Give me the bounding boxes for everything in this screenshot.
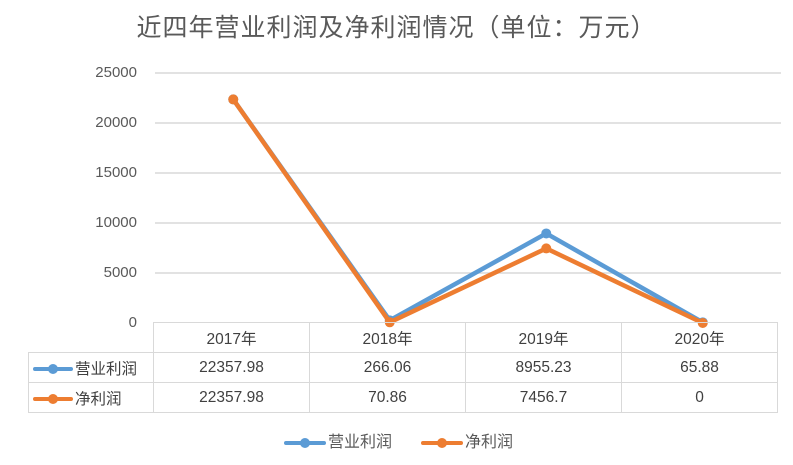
data-table: 2017年 2018年 2019年 2020年 营业利润 22357.98 26… [28,322,778,413]
table-header-cell: 2019年 [465,322,622,353]
legend-line-marker-icon [421,437,464,448]
series-lines [228,94,708,328]
table-header-cell: 2020年 [621,322,778,353]
table-cell: 70.86 [309,382,466,413]
table-cell: 7456.7 [465,382,622,413]
table-row-label: 净利润 [28,382,154,413]
series-key-icon [33,394,73,405]
table-cell: 22357.98 [153,352,310,383]
legend-item-net-profit[interactable]: 净利润 [417,428,513,452]
chart-title: 近四年营业利润及净利润情况（单位：万元） [136,13,657,42]
y-tick-25000: 25000 [95,64,137,81]
legend-line-marker-icon [283,437,326,448]
gridlines [155,72,781,274]
table-header-cell: 2017年 [153,322,310,353]
table-row: 净利润 22357.98 70.86 7456.7 0 [28,382,778,413]
legend-item-operating-profit[interactable]: 营业利润 [280,428,392,452]
table-cell: 65.88 [621,352,778,383]
table-cell: 0 [621,382,778,413]
table-header-cell: 2018年 [309,322,466,353]
legend: 营业利润 净利润 [0,428,793,452]
table-cell: 8955.23 [465,352,622,383]
table-header-row: 2017年 2018年 2019年 2020年 [28,322,778,353]
y-tick-15000: 15000 [95,164,137,181]
y-tick-10000: 10000 [95,214,137,231]
table-row-label: 营业利润 [28,352,154,383]
table-corner [28,322,154,353]
table-row: 营业利润 22357.98 266.06 8955.23 65.88 [28,352,778,383]
series-key-icon [33,364,73,375]
y-tick-5000: 5000 [103,264,137,281]
y-tick-20000: 20000 [95,114,137,131]
table-cell: 22357.98 [153,382,310,413]
table-cell: 266.06 [309,352,466,383]
